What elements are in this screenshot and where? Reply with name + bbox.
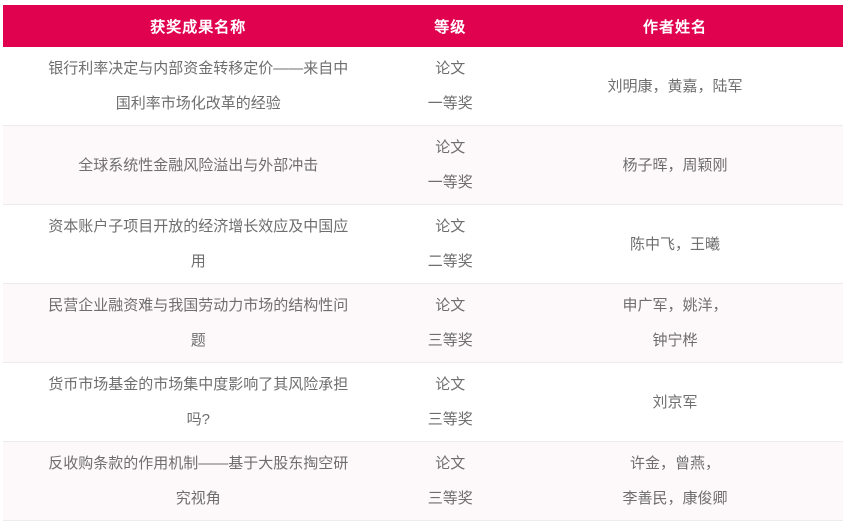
level-grade: 二等奖: [427, 253, 473, 270]
achievement-name-cell: 民营企业融资难与我国劳动力市场的结构性问题: [3, 283, 394, 363]
level-type: 论文: [435, 297, 466, 314]
authors-cell: 陈中飞，王曦: [506, 204, 843, 284]
level-cell: 论文 一等奖: [393, 125, 507, 205]
level-grade: 三等奖: [427, 490, 473, 507]
authors-line: 李善民，康俊卿: [622, 490, 728, 507]
level-cell: 论文 二等奖: [393, 204, 507, 284]
authors-cell: 申广军，姚洋， 钟宁桦: [506, 283, 843, 363]
authors-line: 刘明康，黄嘉，陆军: [607, 77, 743, 95]
level-grade: 三等奖: [427, 411, 473, 428]
level-cell: 论文 三等奖: [393, 441, 507, 521]
header-row: 获奖成果名称 等级 作者姓名: [3, 5, 843, 47]
level-type: 论文: [435, 139, 466, 156]
level-type: 论文: [435, 218, 466, 235]
authors-line: 刘京军: [652, 393, 698, 411]
level-cell: 论文 三等奖: [393, 283, 507, 363]
authors-line: 钟宁桦: [652, 332, 698, 349]
achievement-name-cell: 资本账户子项目开放的经济增长效应及中国应用: [3, 204, 394, 284]
authors-cell: 杨子晖，周颖刚: [506, 125, 843, 205]
awards-table: 获奖成果名称 等级 作者姓名 银行利率决定与内部资金转移定价——来自中国利率市场…: [3, 5, 843, 521]
level-type: 论文: [435, 376, 466, 393]
table-row: 银行利率决定与内部资金转移定价——来自中国利率市场化改革的经验 论文 一等奖 刘明康，…: [3, 47, 843, 126]
table-row: 民营企业融资难与我国劳动力市场的结构性问题 论文 三等奖 申广军，姚洋， 钟宁桦: [3, 283, 843, 363]
column-header-name: 获奖成果名称: [3, 5, 394, 47]
column-header-authors: 作者姓名: [506, 5, 843, 47]
level-cell: 论文 三等奖: [393, 362, 507, 442]
authors-cell: 许金，曾燕， 李善民，康俊卿: [506, 441, 843, 521]
table-body: 银行利率决定与内部资金转移定价——来自中国利率市场化改革的经验 论文 一等奖 刘明康，…: [3, 47, 843, 521]
table-row: 货币市场基金的市场集中度影响了其风险承担吗? 论文 三等奖 刘京军: [3, 362, 843, 442]
authors-line: 许金，曾燕，: [629, 455, 720, 472]
authors-line: 陈中飞，王曦: [629, 235, 720, 253]
table-row: 资本账户子项目开放的经济增长效应及中国应用 论文 二等奖 陈中飞，王曦: [3, 204, 843, 284]
awards-table-container: 获奖成果名称 等级 作者姓名 银行利率决定与内部资金转移定价——来自中国利率市场…: [3, 5, 843, 521]
table-row: 反收购条款的作用机制——基于大股东掏空研究视角 论文 三等奖 许金，曾燕， 李善民，康俊…: [3, 441, 843, 521]
level-type: 论文: [435, 60, 466, 77]
achievement-name-cell: 银行利率决定与内部资金转移定价——来自中国利率市场化改革的经验: [3, 47, 394, 126]
authors-cell: 刘明康，黄嘉，陆军: [506, 47, 843, 126]
level-type: 论文: [435, 455, 466, 472]
table-row: 全球系统性金融风险溢出与外部冲击 论文 一等奖 杨子晖，周颖刚: [3, 125, 843, 205]
level-grade: 一等奖: [427, 174, 473, 191]
level-cell: 论文 一等奖: [393, 47, 507, 126]
level-grade: 三等奖: [427, 332, 473, 349]
achievement-name-cell: 反收购条款的作用机制——基于大股东掏空研究视角: [3, 441, 394, 521]
authors-line: 申广军，姚洋，: [622, 297, 728, 314]
table-header: 获奖成果名称 等级 作者姓名: [3, 5, 843, 47]
authors-cell: 刘京军: [506, 362, 843, 442]
achievement-name-cell: 全球系统性金融风险溢出与外部冲击: [3, 125, 394, 205]
achievement-name-cell: 货币市场基金的市场集中度影响了其风险承担吗?: [3, 362, 394, 442]
column-header-level: 等级: [393, 5, 507, 47]
authors-line: 杨子晖，周颖刚: [622, 156, 728, 174]
level-grade: 一等奖: [427, 95, 473, 112]
